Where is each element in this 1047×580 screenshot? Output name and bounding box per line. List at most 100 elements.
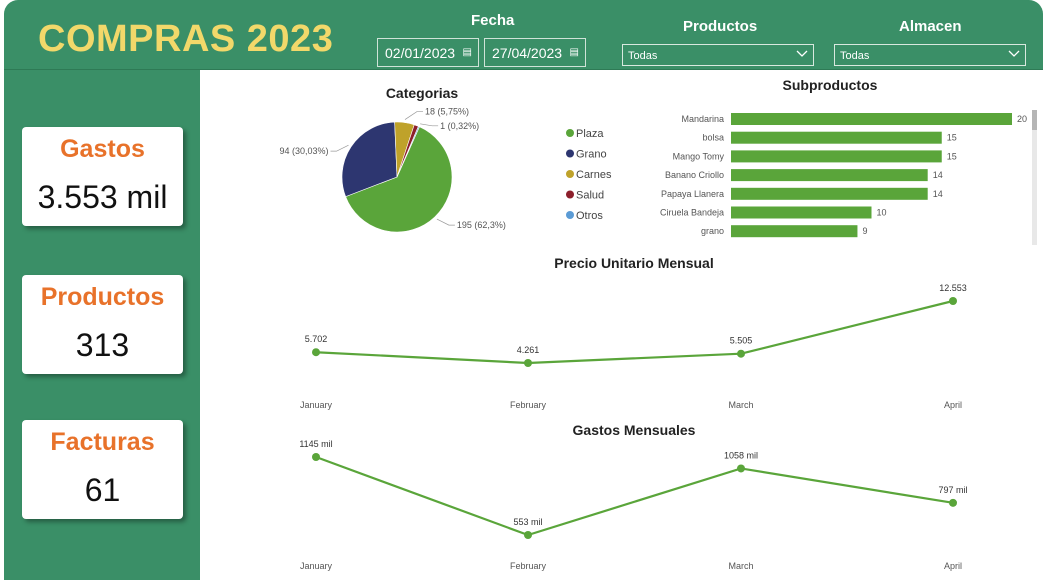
bar-category-label: Banano Criollo xyxy=(665,170,724,180)
date-start-value: 02/01/2023 xyxy=(385,45,456,61)
x-tick-label: April xyxy=(944,400,962,410)
x-tick-label: January xyxy=(300,561,333,571)
line-point xyxy=(737,464,745,473)
bar-category-label: Papaya Llanera xyxy=(661,189,724,199)
line-point xyxy=(949,297,957,305)
dashboard-frame: COMPRAS 2023 Fecha 02/01/2023 ▤ 27/04/20… xyxy=(4,0,1043,580)
pie-data-label: 18 (5,75%) xyxy=(425,107,469,117)
bar xyxy=(731,113,1012,125)
header: COMPRAS 2023 Fecha 02/01/2023 ▤ 27/04/20… xyxy=(4,0,1043,70)
fecha-label: Fecha xyxy=(471,12,515,29)
scrollbar-thumb xyxy=(1032,110,1037,130)
legend-entry: Otros xyxy=(576,210,603,222)
pie-slice-plaza xyxy=(345,126,453,233)
productos-label: Productos xyxy=(683,18,758,35)
charts-canvas: Categorias 195 (62,3%) 94 (30,03%) 18 (5,75… xyxy=(279,77,1037,571)
x-tick-label: February xyxy=(510,561,547,571)
chart-title: Gastos Mensuales xyxy=(573,422,696,438)
chevron-down-icon xyxy=(796,50,808,57)
chart-title: Precio Unitario Mensual xyxy=(554,255,713,271)
line-data-label: 1145 mil xyxy=(299,439,332,449)
pie-slice-grano xyxy=(341,121,398,198)
pie-leader-line xyxy=(420,123,439,127)
bar xyxy=(731,131,942,144)
bar-category-label: Ciruela Bandeja xyxy=(660,208,724,218)
scrollbar-track xyxy=(1032,110,1037,245)
legend-entry: Carnes xyxy=(576,169,612,181)
line-point xyxy=(949,498,957,507)
legend-entry: Plaza xyxy=(576,128,604,140)
calendar-icon: ▤ xyxy=(569,47,579,58)
legend-marker xyxy=(566,190,574,199)
legend-marker xyxy=(566,170,574,178)
legend-entry: Salud xyxy=(576,190,604,202)
pie-leader-line xyxy=(436,218,455,226)
productos-dropdown[interactable]: Todas xyxy=(622,44,814,66)
bar-data-label: 10 xyxy=(877,208,887,218)
pie-slice-otros xyxy=(396,125,420,178)
kpi-title: Productos xyxy=(40,283,165,311)
calendar-icon: ▤ xyxy=(462,47,472,58)
line-series xyxy=(315,299,954,365)
x-tick-label: April xyxy=(944,561,962,571)
almacen-dropdown[interactable]: Todas xyxy=(834,44,1026,66)
bar xyxy=(731,169,928,182)
kpi-card-productos: Productos 313 xyxy=(22,275,183,374)
almacen-selected: Todas xyxy=(840,50,870,62)
pie-data-label: 1 (0,32%) xyxy=(440,121,479,131)
kpi-title: Facturas xyxy=(50,428,155,456)
kpi-value: 61 xyxy=(84,472,121,508)
date-end-value: 27/04/2023 xyxy=(492,45,563,61)
bar-data-label: 9 xyxy=(862,226,867,236)
kpi-card-facturas: Facturas 61 xyxy=(22,420,183,519)
bar-category-label: bolsa xyxy=(702,133,724,143)
pie-leader-line xyxy=(404,111,423,120)
line-point xyxy=(312,348,320,357)
line-data-label: 553 mil xyxy=(513,517,542,527)
kpi-card-gastos: Gastos 3.553 mil xyxy=(22,127,183,226)
x-tick-label: March xyxy=(728,561,753,571)
bar xyxy=(731,150,942,163)
line-data-label: 797 mil xyxy=(938,485,967,495)
bar xyxy=(731,225,858,238)
line-series xyxy=(315,455,954,537)
x-tick-label: January xyxy=(300,400,333,410)
x-tick-label: March xyxy=(728,400,753,410)
date-start-input[interactable]: 02/01/2023 ▤ xyxy=(377,38,479,67)
charts-area: Categorias 195 (62,3%) 94 (30,03%) 18 (5,75… xyxy=(200,70,1043,580)
bar-data-label: 14 xyxy=(933,189,943,199)
pie-leader-line xyxy=(330,144,349,152)
pie-data-label: 94 (30,03%) xyxy=(279,146,328,156)
legend-marker xyxy=(566,211,574,219)
productos-selected: Todas xyxy=(628,50,658,62)
bar-data-label: 15 xyxy=(947,151,957,161)
kpi-value: 313 xyxy=(75,327,130,363)
bar-category-label: Mandarina xyxy=(681,114,724,124)
kpi-value: 3.553 mil xyxy=(37,179,168,215)
pie-data-label: 195 (62,3%) xyxy=(457,220,506,230)
bar xyxy=(731,206,872,219)
legend-marker xyxy=(566,149,574,158)
bar-data-label: 14 xyxy=(933,170,943,180)
line-data-label: 1058 mil xyxy=(724,450,758,460)
chart-title: Subproductos xyxy=(783,77,878,93)
almacen-label: Almacen xyxy=(899,18,962,35)
bar-category-label: grano xyxy=(701,226,724,236)
line-data-label: 12.553 xyxy=(939,283,967,293)
chevron-down-icon xyxy=(1008,50,1020,57)
bar-data-label: 15 xyxy=(947,133,957,143)
x-tick-label: February xyxy=(510,400,547,410)
line-point xyxy=(524,531,532,539)
line-point xyxy=(524,359,532,367)
bar-category-label: Mango Tomy xyxy=(673,151,725,161)
line-data-label: 5.702 xyxy=(305,334,328,344)
kpi-title: Gastos xyxy=(60,135,145,163)
page-title: COMPRAS 2023 xyxy=(38,18,334,60)
bar-data-label: 20 xyxy=(1017,114,1027,124)
kpi-sidebar: Gastos 3.553 mil Productos 313 Facturas … xyxy=(4,70,200,580)
legend-marker xyxy=(566,129,574,137)
chart-title: Categorias xyxy=(386,85,459,101)
line-data-label: 5.505 xyxy=(730,336,753,346)
line-point xyxy=(737,349,745,358)
date-end-input[interactable]: 27/04/2023 ▤ xyxy=(484,38,586,67)
